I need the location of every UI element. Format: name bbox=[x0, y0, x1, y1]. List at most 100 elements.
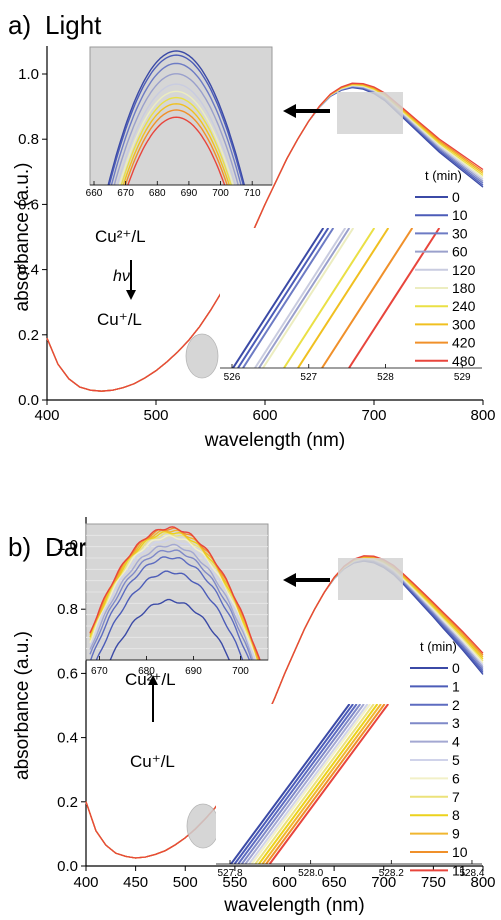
reaction-arrowhead bbox=[126, 290, 136, 300]
x-tick-label: 600 bbox=[272, 874, 297, 891]
legend-label: 240 bbox=[452, 298, 476, 314]
cross-line-8 bbox=[258, 704, 379, 864]
x-tick-label: 800 bbox=[470, 874, 495, 891]
annotation-bottom-species: Cu⁺/L bbox=[97, 310, 142, 329]
cross-line-420 bbox=[321, 228, 414, 368]
x-tick-label: 450 bbox=[123, 874, 148, 891]
x-tick-label: 700 bbox=[371, 874, 396, 891]
y-axis-label: absorbance (a.u.) bbox=[12, 631, 33, 780]
inset-peak-line-180 bbox=[118, 90, 234, 185]
cross-inset-lines bbox=[230, 704, 390, 864]
inset-arrowhead bbox=[283, 104, 296, 118]
legend-label: 0 bbox=[452, 189, 460, 205]
y-tick-label: 0.0 bbox=[57, 858, 78, 875]
inset-peak-line-6 bbox=[89, 534, 258, 660]
cross-line-4 bbox=[244, 704, 365, 864]
annotation-bottom-species: Cu⁺/L bbox=[130, 752, 175, 771]
x-tick-label: 550 bbox=[222, 874, 247, 891]
cross-line-0 bbox=[230, 704, 351, 864]
annotation-top-species: Cu²⁺/L bbox=[125, 670, 176, 689]
y-tick-label: 0.2 bbox=[57, 794, 78, 811]
annotation-light-symbol: hν bbox=[113, 268, 130, 285]
inset-peak-line-3 bbox=[89, 549, 253, 660]
annotation-top-species: Cu²⁺/L bbox=[95, 227, 146, 246]
legend-label: 1 bbox=[452, 678, 460, 694]
cross-inset-tick-label: 528.0 bbox=[298, 868, 323, 879]
inset-peak-line-300 bbox=[122, 103, 230, 185]
x-tick-label: 700 bbox=[361, 407, 386, 424]
inset-peak-line-5 bbox=[89, 538, 257, 660]
cross-inset-tick-label: 529 bbox=[454, 372, 471, 383]
peak-inset-curves bbox=[89, 526, 261, 660]
inset-peak-line-11 bbox=[89, 526, 261, 660]
cross-line-60 bbox=[258, 228, 351, 368]
cross-inset-tick-label: 528.4 bbox=[459, 868, 484, 879]
cross-line-120 bbox=[254, 228, 347, 368]
chart-title: Light bbox=[45, 10, 102, 40]
series-line-11 bbox=[85, 555, 484, 859]
cross-line-6 bbox=[250, 704, 372, 864]
x-tick-label: 400 bbox=[73, 874, 98, 891]
inset-peak-line-60 bbox=[113, 73, 239, 185]
inset-x-tick-label: 680 bbox=[149, 188, 166, 199]
inset-x-tick-label: 690 bbox=[181, 188, 198, 199]
inset-peak-line-30 bbox=[110, 62, 242, 185]
inset-peak-line-4 bbox=[89, 543, 254, 660]
legend-label: 8 bbox=[452, 807, 460, 823]
cross-line-5 bbox=[248, 704, 369, 864]
panel-label: a) bbox=[8, 10, 31, 40]
legend-label: 0 bbox=[452, 660, 460, 676]
cross-line-30 bbox=[242, 228, 335, 368]
legend-label: 60 bbox=[452, 244, 468, 260]
legend-label: 3 bbox=[452, 715, 460, 731]
inset-x-tick-label: 670 bbox=[91, 666, 108, 677]
y-tick-label: 0.4 bbox=[18, 262, 39, 279]
legend-title: t (min) bbox=[420, 639, 457, 654]
inset-peak-line-0 bbox=[107, 50, 246, 185]
inset-x-tick-label: 710 bbox=[244, 188, 261, 199]
inset-peak-line-1 bbox=[95, 570, 244, 660]
legend-label: 300 bbox=[452, 316, 476, 332]
legend-label: 420 bbox=[452, 335, 476, 351]
inset-x-tick-label: 670 bbox=[117, 188, 134, 199]
cross-inset-bg bbox=[220, 228, 482, 368]
inset-peak-line-10 bbox=[108, 54, 244, 185]
legend-label: 11 bbox=[452, 862, 467, 878]
cross-line-180 bbox=[262, 228, 355, 368]
cross-line-1 bbox=[233, 704, 354, 864]
inset-x-tick-label: 660 bbox=[86, 188, 103, 199]
y-axis-label: absorbance (a.u.) bbox=[12, 163, 33, 312]
legend-label: 6 bbox=[452, 770, 460, 786]
cross-inset-tick-label: 527.8 bbox=[217, 868, 242, 879]
y-tick-label: 0.8 bbox=[18, 131, 39, 148]
inset-x-tick-label: 690 bbox=[185, 666, 202, 677]
x-tick-label: 650 bbox=[322, 874, 347, 891]
legend-label: 30 bbox=[452, 225, 468, 241]
y-tick-label: 0.6 bbox=[18, 196, 39, 213]
legend-label: 4 bbox=[452, 734, 460, 750]
cross-inset-tick-label: 528 bbox=[377, 372, 394, 383]
x-tick-label: 600 bbox=[252, 407, 277, 424]
inset-arrowhead bbox=[283, 573, 296, 587]
cross-line-300 bbox=[297, 228, 390, 368]
inset-peak-line-0 bbox=[109, 598, 231, 660]
x-axis-label: wavelength (nm) bbox=[223, 895, 364, 916]
inset-x-tick-label: 700 bbox=[212, 188, 229, 199]
cross-inset-tick-label: 528.2 bbox=[379, 868, 404, 879]
y-tick-label: 0.2 bbox=[18, 327, 39, 344]
inset-peak-line-480 bbox=[127, 116, 226, 185]
cross-line-0 bbox=[232, 228, 325, 368]
cross-line-10 bbox=[265, 704, 386, 864]
legend-label: 5 bbox=[452, 752, 460, 768]
inset-peak-line-240 bbox=[120, 96, 232, 185]
cross-line-240 bbox=[283, 228, 376, 368]
cross-line-11 bbox=[268, 704, 390, 864]
cross-line-9 bbox=[261, 704, 382, 864]
legend-label: 10 bbox=[452, 207, 468, 223]
y-tick-label: 0.4 bbox=[57, 730, 78, 747]
cross-inset-tick-label: 527 bbox=[300, 372, 317, 383]
y-tick-label: 1.0 bbox=[57, 537, 78, 554]
legend-label: 10 bbox=[452, 844, 468, 860]
cross-line-10 bbox=[237, 228, 330, 368]
